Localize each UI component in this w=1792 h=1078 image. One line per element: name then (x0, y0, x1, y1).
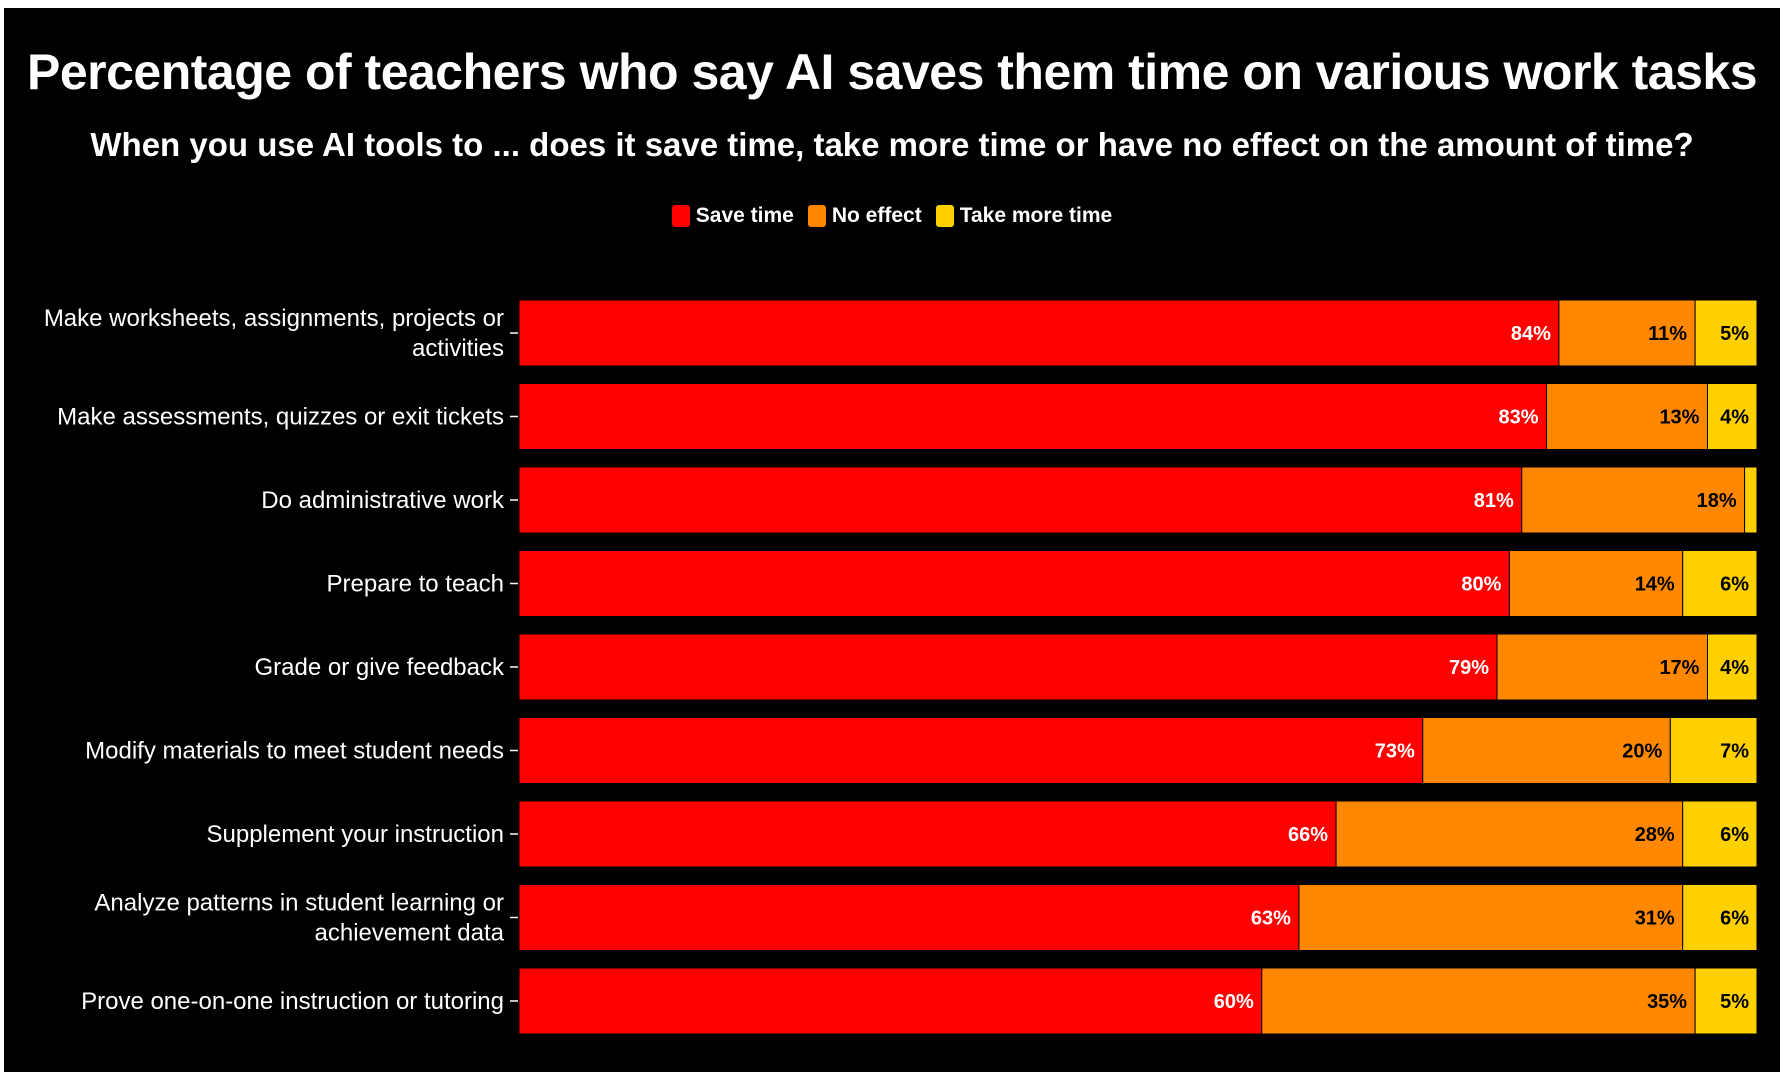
bar-take-more-time-prove-one-on-one-instruction-or-tutoring (1694, 967, 1758, 1035)
bar-save-time-prepare-to-teach (518, 550, 1510, 617)
data-label-save-time: 83% (1499, 407, 1539, 429)
legend-label-no-effect: No effect (831, 204, 922, 227)
category-label: Grade or give feedback (255, 654, 505, 681)
legend-swatch-save-time (671, 205, 690, 227)
category-label: Make worksheets, assignments, projects o… (44, 305, 504, 332)
legend-label-take-more-time: Take more time (959, 204, 1113, 227)
data-label-save-time: 63% (1251, 908, 1291, 930)
bar-no-effect-make-assessments-quizzes-or-exit-tickets (1546, 383, 1708, 450)
bar-save-time-supplement-your-instruction (518, 800, 1337, 868)
bar-take-more-time-make-worksheets-assignments-projects-or-activities (1694, 299, 1758, 367)
data-label-take-more-time: 5% (1720, 991, 1749, 1013)
bar-take-more-time-analyze-patterns-in-student-learning-or-achievement-data (1682, 884, 1758, 951)
category-label: Supplement your instruction (207, 821, 505, 848)
legend-label-save-time: Save time (695, 204, 794, 227)
data-label-no-effect: 35% (1647, 991, 1687, 1013)
category-label: Modify materials to meet student needs (85, 738, 504, 765)
data-label-take-more-time: 4% (1720, 407, 1749, 429)
bar-take-more-time-do-administrative-work (1744, 466, 1758, 534)
legend: Save time No effect Take more time (4, 204, 1780, 228)
data-label-no-effect: 18% (1697, 490, 1737, 512)
legend-item-save-time: Save time (671, 204, 794, 228)
category-label: activities (412, 335, 504, 362)
data-label-take-more-time: 6% (1720, 908, 1749, 930)
legend-item-no-effect: No effect (807, 204, 922, 228)
data-label-no-effect: 17% (1659, 657, 1699, 679)
category-label: Make assessments, quizzes or exit ticket… (57, 404, 504, 431)
bar-save-time-modify-materials-to-meet-student-needs (518, 717, 1424, 784)
bar-no-effect-modify-materials-to-meet-student-needs (1422, 717, 1671, 784)
category-label: Analyze patterns in student learning or (94, 890, 504, 917)
legend-swatch-no-effect (807, 205, 826, 227)
data-label-save-time: 79% (1449, 657, 1489, 679)
bar-save-time-do-administrative-work (518, 466, 1523, 534)
category-label: achievement data (315, 920, 505, 947)
data-label-save-time: 66% (1288, 824, 1328, 846)
bar-take-more-time-grade-or-give-feedback (1706, 633, 1758, 701)
bar-save-time-make-worksheets-assignments-projects-or-activities (518, 299, 1560, 367)
data-label-take-more-time: 5% (1720, 323, 1749, 345)
bar-save-time-grade-or-give-feedback (518, 633, 1498, 701)
data-label-save-time: 84% (1511, 323, 1551, 345)
bar-save-time-prove-one-on-one-instruction-or-tutoring (518, 967, 1263, 1035)
data-label-no-effect: 13% (1659, 407, 1699, 429)
chart-subtitle: When you use AI tools to ... does it sav… (90, 126, 1694, 163)
bar-no-effect-make-worksheets-assignments-projects-or-activities (1558, 299, 1696, 367)
data-label-take-more-time: 6% (1720, 574, 1749, 596)
category-label: Do administrative work (261, 487, 505, 514)
bar-no-effect-prove-one-on-one-instruction-or-tutoring (1261, 967, 1696, 1035)
bar-take-more-time-modify-materials-to-meet-student-needs (1669, 717, 1758, 784)
bar-no-effect-supplement-your-instruction (1335, 800, 1684, 868)
bar-no-effect-analyze-patterns-in-student-learning-or-achievement-data (1298, 884, 1684, 951)
legend-item-take-more-time: Take more time (935, 204, 1113, 228)
bar-no-effect-do-administrative-work (1521, 466, 1746, 534)
bar-take-more-time-prepare-to-teach (1682, 550, 1758, 617)
data-label-no-effect: 11% (1648, 323, 1687, 345)
data-label-save-time: 73% (1375, 741, 1415, 763)
bar-save-time-make-assessments-quizzes-or-exit-tickets (518, 383, 1548, 450)
data-label-no-effect: 14% (1635, 574, 1675, 596)
data-label-no-effect: 20% (1622, 741, 1662, 763)
data-label-no-effect: 31% (1635, 908, 1675, 930)
data-label-save-time: 60% (1214, 991, 1254, 1013)
category-label: Prepare to teach (327, 571, 504, 598)
data-label-save-time: 81% (1474, 490, 1514, 512)
stacked-bar-chart: Make worksheets, assignments, projects o… (44, 299, 1758, 1035)
data-label-take-more-time: 4% (1720, 657, 1749, 679)
chart-title: Percentage of teachers who say AI saves … (26, 44, 1758, 100)
bar-save-time-analyze-patterns-in-student-learning-or-achievement-data (518, 884, 1300, 951)
bar-no-effect-grade-or-give-feedback (1496, 633, 1708, 701)
chart-frame: Percentage of teachers who say AI saves … (4, 8, 1780, 1072)
legend-swatch-take-more-time (935, 205, 954, 227)
bar-no-effect-prepare-to-teach (1508, 550, 1684, 617)
data-label-no-effect: 28% (1635, 824, 1675, 846)
category-label: Prove one-on-one instruction or tutoring (81, 988, 504, 1015)
bar-take-more-time-supplement-your-instruction (1682, 800, 1758, 868)
data-label-save-time: 80% (1461, 574, 1501, 596)
data-label-take-more-time: 7% (1720, 741, 1749, 763)
data-label-take-more-time: 6% (1720, 824, 1749, 846)
bar-take-more-time-make-assessments-quizzes-or-exit-tickets (1706, 383, 1758, 450)
